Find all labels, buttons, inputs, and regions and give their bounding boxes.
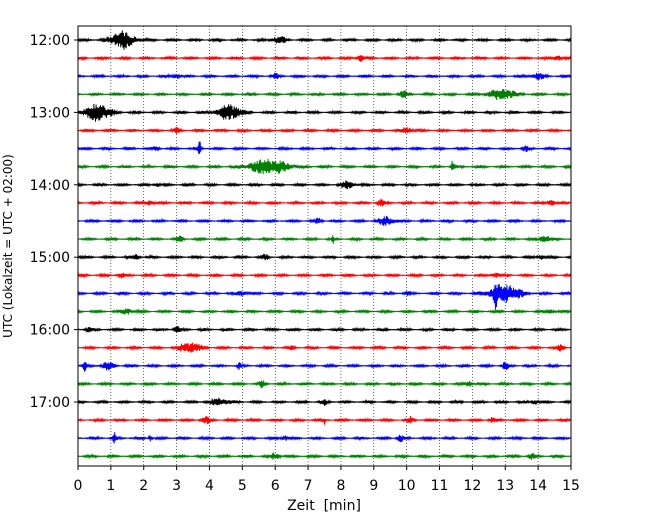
y-tick-label-12:00: 12:00 <box>30 33 70 49</box>
y-axis-label: UTC (Lokalzeit = UTC + 02:00) <box>1 154 15 338</box>
trace-17:15 <box>77 415 572 425</box>
x-tick-label-4: 4 <box>205 478 214 494</box>
trace-16:00 <box>77 325 572 333</box>
plot-frame <box>77 25 572 467</box>
y-tick-label-13:00: 13:00 <box>30 105 70 121</box>
seismogram-traces <box>77 30 572 461</box>
x-tick-label-2: 2 <box>139 478 148 494</box>
trace-12:15 <box>77 54 572 62</box>
x-tick-label-15: 15 <box>562 478 580 494</box>
trace-12:30 <box>77 72 572 80</box>
x-tick-label-8: 8 <box>336 478 345 494</box>
x-tick-label-11: 11 <box>431 478 449 494</box>
trace-12:45 <box>77 89 572 100</box>
trace-14:00 <box>77 180 572 189</box>
trace-12:00 <box>77 30 572 50</box>
x-tick-label-10: 10 <box>398 478 416 494</box>
x-tick-label-13: 13 <box>496 478 514 494</box>
x-axis-ticks: 0 1 2 3 4 5 6 7 8 9 10 11 12 13 14 15 <box>74 466 580 494</box>
x-axis-label: Zeit [min] <box>287 498 361 514</box>
y-tick-label-14:00: 14:00 <box>30 178 70 194</box>
x-tick-label-3: 3 <box>172 478 181 494</box>
vertical-grid <box>110 26 539 466</box>
y-tick-label-17:00: 17:00 <box>30 395 70 411</box>
trace-15:45 <box>77 308 572 315</box>
trace-14:15 <box>77 198 572 207</box>
x-tick-label-14: 14 <box>529 478 547 494</box>
trace-16:30 <box>77 361 572 372</box>
x-tick-label-6: 6 <box>271 478 280 494</box>
trace-15:30 <box>77 284 572 310</box>
x-tick-label-1: 1 <box>106 478 115 494</box>
y-axis-ticks: 12:00 13:00 14:00 15:00 16:00 17:00 <box>30 33 78 411</box>
y-tick-label-16:00: 16:00 <box>30 323 70 339</box>
trace-15:15 <box>77 272 572 279</box>
trace-13:30 <box>77 141 572 155</box>
y-tick-label-15:00: 15:00 <box>30 250 70 266</box>
x-tick-label-0: 0 <box>74 478 83 494</box>
x-tick-label-12: 12 <box>463 478 481 494</box>
trace-17:00 <box>77 397 572 406</box>
trace-13:45 <box>77 158 572 175</box>
x-tick-label-9: 9 <box>369 478 378 494</box>
trace-13:15 <box>77 126 572 134</box>
trace-16:45 <box>77 380 572 389</box>
trace-13:00 <box>77 103 572 122</box>
trace-17:30 <box>77 432 572 444</box>
trace-16:15 <box>77 342 572 353</box>
trace-14:30 <box>77 215 572 226</box>
x-tick-label-5: 5 <box>238 478 247 494</box>
trace-17:45 <box>77 452 572 461</box>
trace-15:00 <box>77 253 572 261</box>
x-tick-label-7: 7 <box>304 478 313 494</box>
trace-14:45 <box>77 235 572 244</box>
